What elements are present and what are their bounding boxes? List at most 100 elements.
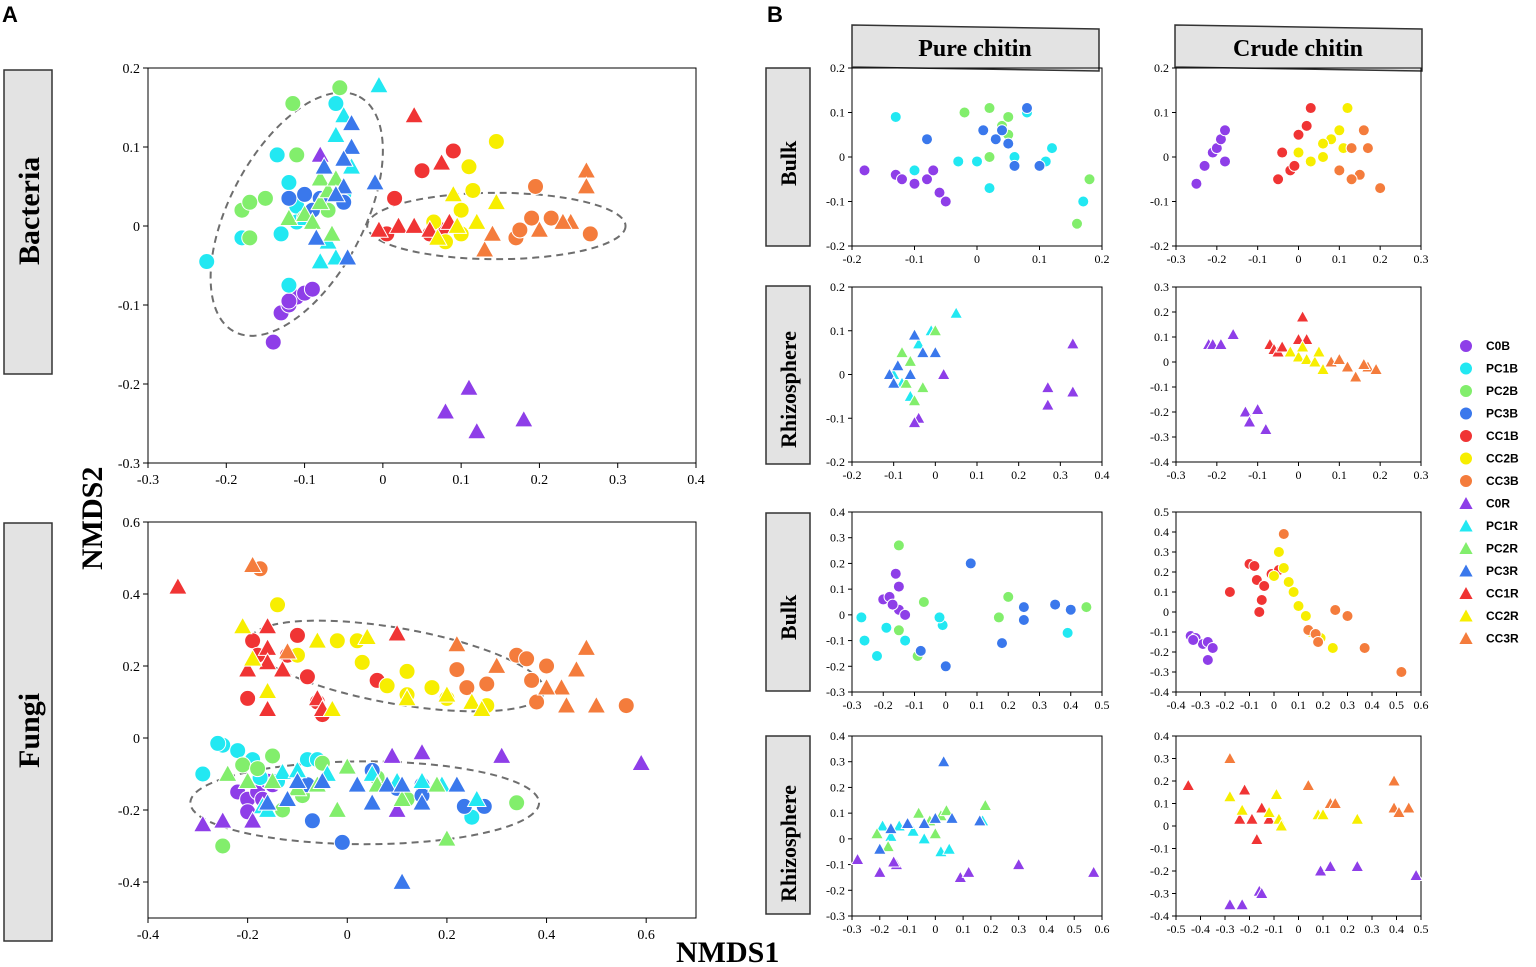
data-point-CC3B	[448, 661, 466, 679]
data-point-CC1B	[288, 626, 306, 644]
x-tick-label: -0.4	[1191, 922, 1210, 936]
data-point-PC1B	[983, 182, 996, 195]
data-point-CC3B	[1312, 636, 1325, 648]
x-tick-label: -0.3	[843, 922, 862, 936]
series-CC3B	[507, 178, 599, 247]
data-point-PC2B	[1071, 217, 1083, 230]
x-tick-label: 0.1	[956, 922, 971, 936]
data-point-PC3R	[347, 774, 368, 793]
panel-label-b: B	[767, 2, 783, 27]
data-point-C0R	[1011, 857, 1026, 871]
y-tick-label: -0.1	[1150, 380, 1169, 394]
x-tick-label: 0.3	[1032, 698, 1047, 712]
data-point-C0R	[310, 144, 331, 163]
data-point-PC3R	[882, 367, 897, 381]
data-point-C0R	[850, 852, 865, 865]
data-point-CC3B	[1374, 182, 1387, 195]
data-point-CC3B	[478, 675, 496, 693]
series-C0B	[858, 164, 952, 208]
y-tick-label: -0.4	[118, 876, 140, 891]
data-point-PC2B	[508, 794, 526, 812]
legend-label: CC2B	[1486, 452, 1519, 466]
y-tick-label: 0.1	[830, 324, 845, 338]
data-point-PC2B	[1083, 173, 1096, 186]
data-point-C0B	[280, 292, 298, 310]
legend-item-PC2B: PC2B	[1459, 384, 1518, 398]
data-point-CC2R	[1295, 339, 1310, 353]
x-tick-label: 0.6	[637, 928, 655, 943]
row-label-b-bulk-1: Bulk	[765, 67, 811, 247]
y-tick-label: 0.5	[1154, 505, 1169, 519]
data-point-C0B	[933, 186, 946, 199]
confidence-ellipse	[248, 619, 546, 713]
data-point-PC3B	[1017, 601, 1030, 614]
data-point-PC2R	[880, 839, 896, 853]
y-tick-label: 0.2	[830, 780, 845, 794]
x-tick-label: -0.3	[1216, 922, 1235, 936]
x-tick-label: 0.4	[1063, 698, 1078, 712]
data-point-CC2R	[1315, 807, 1331, 821]
data-point-PC3B	[939, 660, 952, 673]
plot-frame	[147, 67, 697, 464]
data-point-CC3B	[1358, 642, 1371, 654]
data-point-PC1B	[880, 621, 893, 634]
row-label-b-rhizosphere-1: Rhizosphere	[765, 285, 811, 465]
legend-item-CC2R: CC2R	[1457, 607, 1519, 623]
legend-marker-CC3R	[1457, 629, 1475, 645]
data-point-PC1R	[325, 124, 346, 144]
data-point-CC2B	[1277, 562, 1290, 574]
data-point-PC3B	[996, 124, 1008, 137]
plot-frame	[851, 735, 1103, 917]
y-tick-label: 0.3	[1154, 280, 1169, 294]
data-point-CC2B	[328, 632, 346, 650]
data-point-C0R	[382, 745, 403, 764]
data-point-PC1R	[368, 75, 389, 94]
y-tick-label: -0.2	[1150, 864, 1169, 878]
data-point-PC1R	[333, 105, 354, 124]
data-point-CC2B	[1292, 146, 1305, 159]
column-header-pure-chitin: Pure chitin	[851, 24, 1100, 72]
y-tick-label: 0	[839, 150, 845, 164]
data-point-CC1R	[1237, 782, 1252, 796]
data-point-CC2R	[471, 698, 492, 718]
svg-text:Bulk: Bulk	[776, 140, 801, 186]
legend-label: CC3R	[1486, 632, 1519, 646]
data-point-CC3B	[581, 225, 599, 243]
x-tick-label: 0.3	[1365, 922, 1380, 936]
row-label-fungi: Fungi	[3, 522, 53, 942]
data-point-CC2B	[269, 596, 287, 614]
legend-marker-C0B	[1459, 339, 1473, 353]
data-point-C0R	[1408, 868, 1424, 882]
x-tick-label: -0.2	[1240, 922, 1259, 936]
data-point-CC2B	[1268, 570, 1280, 582]
data-point-CC1B	[1258, 580, 1271, 592]
data-point-PC3R	[392, 774, 413, 793]
data-point-PC3R	[333, 176, 354, 195]
data-point-C0R	[631, 752, 652, 772]
data-point-CC2R	[1307, 354, 1323, 368]
data-point-PC1B	[280, 174, 298, 192]
y-tick-label: -0.1	[1150, 625, 1169, 639]
y-tick-label: 0	[1163, 819, 1169, 833]
data-point-PC2B	[892, 539, 905, 552]
data-point-PC1B	[229, 742, 247, 760]
data-point-PC2R	[903, 354, 918, 367]
data-point-CC2R	[397, 688, 418, 707]
x-tick-label: 0.1	[970, 468, 985, 482]
data-point-PC3B	[280, 189, 298, 207]
data-point-C0B	[886, 598, 899, 611]
legend-marker-PC3R	[1457, 562, 1475, 578]
data-point-PC1B	[198, 253, 216, 271]
data-point-C0R	[1323, 859, 1338, 873]
legend-item-CC3R: CC3R	[1457, 629, 1519, 646]
y-tick-label: 0.4	[1154, 525, 1169, 539]
data-point-CC1R	[1232, 811, 1247, 825]
data-point-C0R	[936, 367, 951, 381]
x-tick-label: 0.2	[1001, 698, 1016, 712]
data-point-PC2B	[331, 79, 349, 97]
data-point-C0B	[1187, 634, 1200, 646]
data-point-PC3B	[996, 637, 1008, 650]
series-CC2R	[1283, 339, 1331, 376]
data-point-C0R	[872, 864, 887, 878]
data-point-CC3R	[551, 677, 572, 696]
